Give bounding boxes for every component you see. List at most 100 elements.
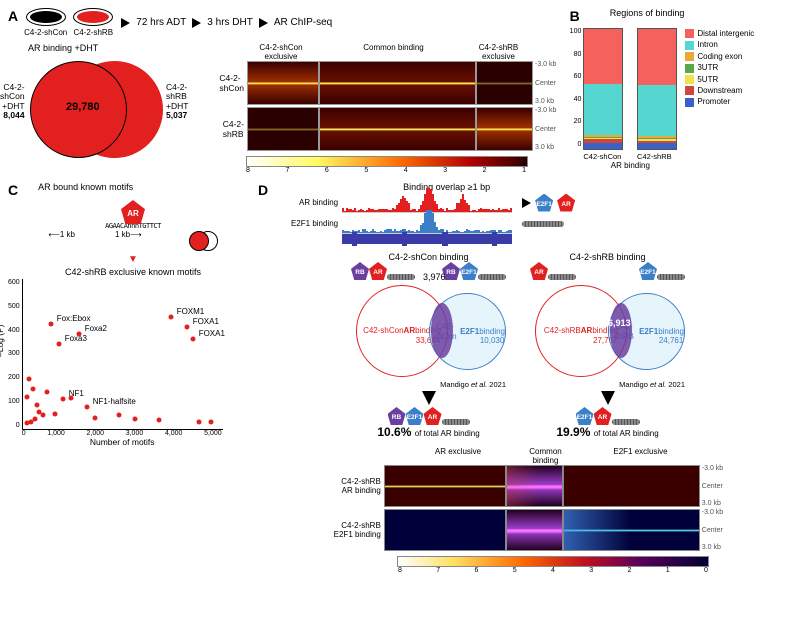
scatter-point [25,420,30,425]
flow-step-1: 72 hrs ADT [136,17,186,28]
panel-c: C AR bound known motifs AR AGAACAnnnTGTT… [8,182,258,574]
panel-c-subtitle: C42-shRB exclusive known motifs [8,267,258,277]
scatter-point-label: FOXA1 [193,317,219,326]
scatter-point [26,377,31,382]
panel-c-label: C [8,182,18,198]
venn-d-pct: 19.9% of total AR binding [556,425,658,439]
stacked-bar [637,28,677,150]
hm-col-header: Common binding [316,43,471,61]
scatter-point [30,387,35,392]
scatter-point [40,413,45,418]
ar-pentagon-icon: AR [121,200,145,224]
heatmap-cell [476,61,533,105]
scatter-point [56,342,61,347]
scatter-point [132,417,137,422]
rb-pentagon-icon: RB [388,407,406,425]
heatmap-cell [247,107,319,151]
d-heatmap-cell [563,465,700,507]
scatter-point [184,324,189,329]
venn-a: 29,780 C4-2- shCon +DHT 8,044 C4-2- shRB… [8,53,178,173]
venn-a-title: AR binding +DHT [28,43,208,53]
venn-d-right: C4-2-shRB bindingARE2F1C42-shRBARbinding… [530,252,685,439]
scatter-point [168,314,173,319]
panel-d: D Binding overlap ≥1 bp AR binding E2F1 … [258,182,778,574]
scatter-point-label: Foxa3 [65,334,87,343]
scatter-point [190,337,195,342]
track-e2f1 [342,213,512,234]
scatter-point [196,419,201,424]
panel-a: A C4-2-shCon C4-2-shRB 72 hrs ADT 3 hrs … [8,8,564,174]
ar-pentagon-icon: AR [424,407,442,425]
panel-b-xlabel: AR binding [583,161,677,170]
bottom-row: C AR bound known motifs AR AGAACAnnnTGTT… [8,182,783,574]
heatmap-cell [476,107,533,151]
stacked-bar [583,28,623,150]
panel-d-label: D [258,182,268,244]
scatter-point [44,389,49,394]
panel-a-label: A [8,8,18,24]
dish-shcon-label: C4-2-shCon [24,28,67,37]
venn-d-left: C4-2-shCon bindingRBARRBE2F1C42-shConARb… [351,252,506,439]
scatter-point [36,409,41,414]
rb-pentagon-icon: RB [351,262,369,280]
legend-item: Downstream [685,86,754,95]
scatter-point [116,413,121,418]
panel-b-title: Regions of binding [610,8,685,24]
legend-item: Intron [685,40,754,49]
scatter-point [84,404,89,409]
legend-item: 3UTR [685,63,754,72]
scatter-point [48,322,53,327]
scatter-point-label: NF1-halfsite [93,397,136,406]
track-e2f1-label: E2F1 binding [291,219,338,228]
scatter-point [156,418,161,423]
track-ar-label: AR binding [299,198,338,207]
d-heatmap-cell [384,465,506,507]
arrow-icon [522,198,531,208]
venn-a-center: 29,780 [66,101,100,113]
flow-step-3: AR ChIP-seq [274,17,332,28]
e2f1-pentagon-icon: E2F1 [576,407,594,425]
legend-item: Coding exon [685,52,754,61]
d-heatmap-cell [506,465,563,507]
dish-shrb-label: C4-2-shRB [73,28,113,37]
hm-col-header: C4-2-shRB exclusive [471,43,526,61]
panel-d-overlap-title: Binding overlap ≥1 bp [318,182,575,192]
ar-pentagon-icon: AR [594,407,612,425]
arrow-icon [259,18,268,28]
panel-d-heatmap: AR exclusiveCommon bindingE2F1 exclusive… [258,447,778,574]
dna-icon [522,221,564,227]
heatmap-cell [247,61,319,105]
e2f1-pentagon-icon: E2F1 [460,262,478,280]
mini-venn-icon [188,230,218,252]
scatter-point [52,412,57,417]
e2f1-pentagon-icon: E2F1 [535,194,553,212]
scatter-point-label: FOXA1 [199,329,225,338]
arrow-icon [121,18,130,28]
hm-col-header: C4-2-shCon exclusive [246,43,316,61]
arrow-icon [192,18,201,28]
d-heatmap-cell [506,509,563,551]
panel-c-scatter: Fox:EboxFoxa2Foxa3FOXM1FOXA1FOXA1NF1NF1-… [22,279,223,430]
ar-pentagon-icon: AR [369,262,387,280]
gene-track [342,234,512,244]
scatter-point [60,397,65,402]
dish-shrb [73,8,113,26]
scatter-point-label: Foxa2 [85,324,107,333]
scatter-point [68,395,73,400]
legend-item: Distal intergenic [685,29,754,38]
d-heatmap-cell [563,509,700,551]
dish-shcon [26,8,66,26]
d-heatmap-cell [384,509,506,551]
venn-d-header: C4-2-shRB binding [569,252,645,262]
scatter-point [34,403,39,408]
e2f1-pentagon-icon: E2F1 [406,407,424,425]
scatter-point [208,420,213,425]
e2f1-pentagon-icon: E2F1 [639,262,657,280]
hm-row-label: C4-2-shCon [210,61,247,105]
panel-b-label: B [570,8,580,24]
panel-c-ylabel: –Log (P) [0,324,5,357]
scatter-point-label: FOXM1 [177,307,205,316]
heatmap-cell [319,61,476,105]
panel-a-heatmap: C4-2-shCon exclusiveCommon bindingC4-2-s… [210,43,556,174]
panel-c-xlabel: Number of motifs [22,437,223,447]
